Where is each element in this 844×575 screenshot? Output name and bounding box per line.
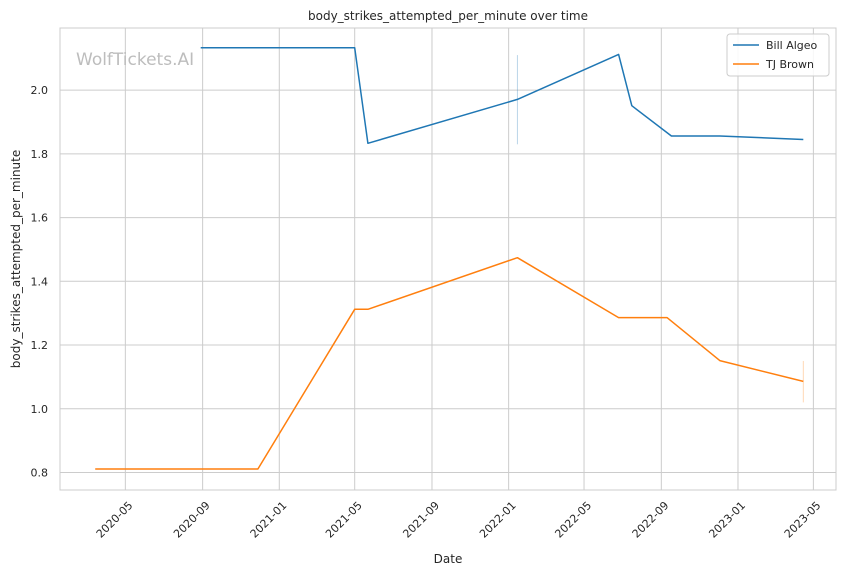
x-axis-ticks: 2020-05 2020-09 2021-01 2021-05 2021-09 2022-…	[94, 499, 824, 541]
legend-label-0: Bill Algeo	[766, 39, 818, 52]
y-tick-label: 1.0	[31, 403, 49, 416]
x-tick-label: 2022-01	[477, 499, 519, 541]
series-line-1	[95, 256, 804, 470]
x-tick-label: 2022-05	[552, 499, 594, 541]
chart-title: body_strikes_attempted_per_minute over t…	[308, 9, 588, 23]
x-tick-label: 2021-09	[400, 499, 442, 541]
y-tick-label: 1.8	[31, 148, 49, 161]
y-tick-label: 1.2	[31, 339, 49, 352]
y-tick-label: 2.0	[31, 84, 49, 97]
y-tick-label: 0.8	[31, 466, 49, 479]
y-tick-label: 1.4	[31, 275, 49, 288]
x-tick-label: 2022-09	[630, 499, 672, 541]
y-tick-label: 1.6	[31, 212, 49, 225]
y-axis-ticks: 0.8 1.0 1.2 1.4 1.6 1.8 2.0	[31, 84, 49, 479]
series-layer	[95, 47, 804, 470]
x-tick-label: 2023-01	[706, 499, 748, 541]
grid-lines	[60, 28, 836, 490]
x-tick-label: 2021-05	[323, 499, 365, 541]
x-tick-label: 2020-05	[94, 499, 136, 541]
legend: Bill Algeo TJ Brown	[726, 33, 830, 77]
watermark: WolfTickets.AI	[76, 50, 194, 70]
x-tick-label: 2023-05	[782, 499, 824, 541]
x-axis-label: Date	[434, 552, 463, 566]
legend-label-1: TJ Brown	[765, 58, 814, 71]
y-axis-label: body_strikes_attempted_per_minute	[9, 150, 23, 368]
x-tick-label: 2020-09	[171, 499, 213, 541]
x-tick-label: 2021-01	[248, 499, 290, 541]
series-line-0	[200, 47, 804, 145]
plot-frame	[59, 27, 837, 491]
